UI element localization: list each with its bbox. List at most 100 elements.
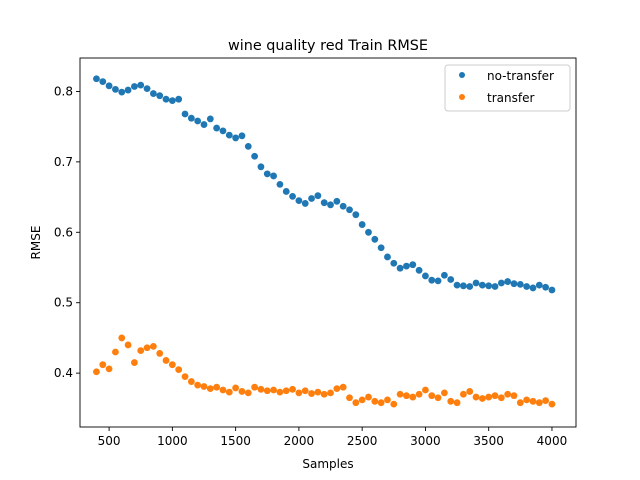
y-axis-label: RMSE [29,226,43,260]
no-transfer-point [137,81,145,89]
x-tick-label: 1000 [157,434,188,448]
no-transfer-point [93,75,100,83]
transfer-point [213,383,221,391]
transfer-point [187,378,195,385]
no-transfer-point [238,132,246,140]
no-transfer-point [105,82,113,90]
transfer-point [308,390,315,397]
transfer-point [459,390,467,398]
no-transfer-point [219,127,227,135]
series-transfer [93,334,556,408]
no-transfer-point [428,276,436,284]
no-transfer-point [308,195,315,202]
no-transfer-point [453,281,461,289]
no-transfer-point [548,286,556,294]
transfer-point [339,383,347,391]
transfer-point [542,397,550,404]
no-transfer-point [466,283,474,290]
transfer-point [257,385,265,393]
no-transfer-point [276,181,284,188]
no-transfer-point [478,281,486,289]
transfer-point [478,395,486,402]
no-transfer-point [510,280,518,288]
no-transfer-point [535,281,543,289]
no-transfer-point [409,261,417,269]
no-transfer-point [257,163,265,171]
no-transfer-point [143,85,151,93]
transfer-point [301,387,309,395]
transfer-point [168,361,176,369]
no-transfer-point [213,124,221,132]
legend-label-no-transfer: no-transfer [487,69,554,83]
transfer-point [485,393,493,401]
y-tick-label: 0.4 [54,366,73,380]
transfer-point [156,350,164,357]
transfer-point [175,366,183,374]
transfer-point [396,390,404,398]
no-transfer-point [181,110,189,118]
transfer-point [453,399,461,407]
transfer-point [441,389,448,397]
transfer-point [232,384,240,392]
series-no-transfer [93,75,556,294]
no-transfer-point [459,282,467,290]
no-transfer-point [162,95,170,103]
axes-layer: 500 1000 1500 2000 2500 3000 3500 4000 0.4 0.5 0.6… [54,84,567,448]
transfer-point [352,399,360,407]
transfer-point [504,390,512,398]
transfer-point [535,399,543,407]
transfer-point [510,392,518,400]
no-transfer-point [187,114,195,122]
no-transfer-point [396,264,404,272]
no-transfer-point [333,197,341,205]
transfer-point [112,348,119,356]
transfer-point [346,394,353,402]
transfer-point [289,385,296,393]
transfer-point [327,389,334,397]
transfer-point [99,361,107,369]
legend-label-transfer: transfer [487,91,534,105]
no-transfer-point [263,170,271,178]
no-transfer-point [365,228,372,236]
transfer-point [491,392,499,400]
no-transfer-point [504,278,512,285]
no-transfer-point [516,281,524,288]
no-transfer-point [529,284,537,292]
no-transfer-point [118,88,126,96]
x-tick-label: 1500 [220,434,251,448]
no-transfer-point [232,134,240,142]
no-transfer-point [168,97,176,104]
transfer-point [181,373,189,381]
transfer-point [238,388,246,395]
transfer-point [466,388,474,395]
transfer-point [118,334,126,342]
no-transfer-point [472,279,480,287]
legend-marker-transfer [459,94,465,100]
transfer-point [409,393,417,401]
no-transfer-point [175,95,183,103]
x-tick-label: 2500 [347,434,378,448]
no-transfer-point [131,83,138,90]
no-transfer-point [384,253,391,261]
no-transfer-point [485,282,493,290]
no-transfer-point [491,283,499,290]
no-transfer-point [99,78,107,85]
no-transfer-point [346,206,353,214]
no-transfer-point [523,283,531,290]
no-transfer-point [377,244,385,252]
no-transfer-point [225,131,233,139]
no-transfer-point [295,197,303,205]
no-transfer-point [497,279,505,287]
transfer-point [415,390,423,398]
transfer-point [105,365,113,373]
no-transfer-point [390,259,398,267]
transfer-point [548,400,556,408]
transfer-point [251,383,259,391]
transfer-point [282,387,290,395]
no-transfer-point [339,202,347,210]
transfer-point [320,390,328,398]
no-transfer-point [244,142,252,150]
no-transfer-point [434,277,442,285]
legend-box [444,64,571,112]
